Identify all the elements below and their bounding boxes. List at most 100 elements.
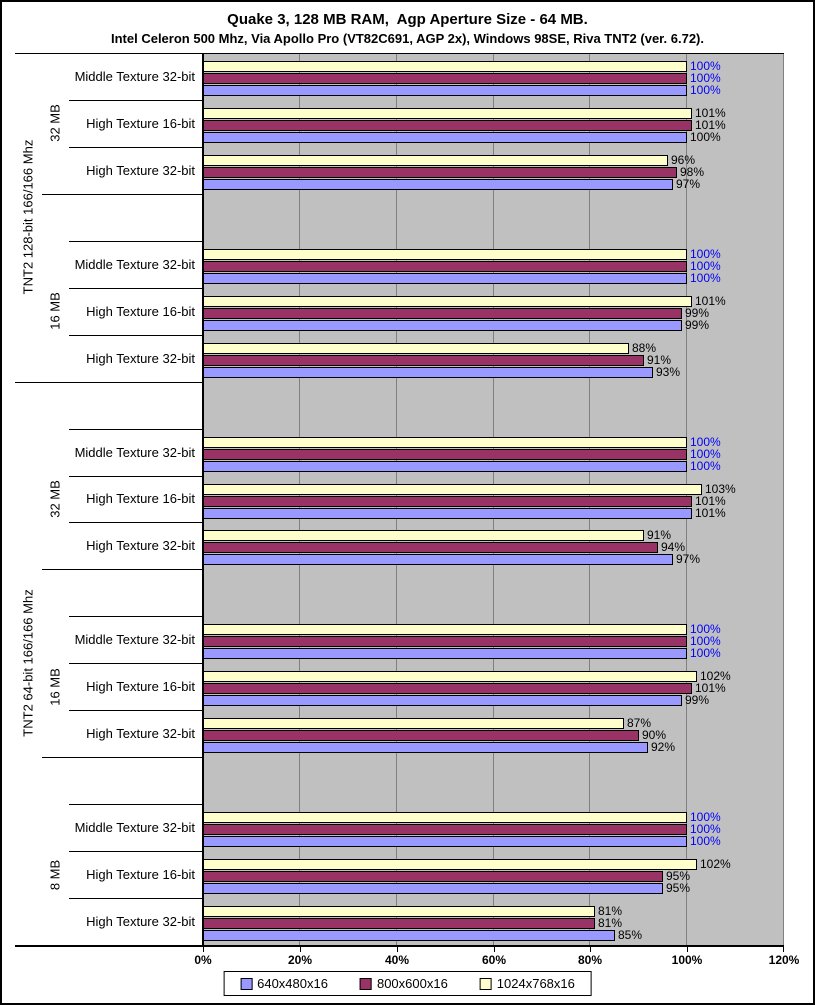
value-label-1024x768x16: 100% xyxy=(690,59,721,73)
gridline-120 xyxy=(783,53,784,945)
bar-800x600x16 xyxy=(203,448,687,460)
value-label-640x480x16: 92% xyxy=(651,740,676,755)
bar-640x480x16 xyxy=(203,554,673,566)
x-tick-label-20: 20% xyxy=(287,953,313,967)
value-label-800x600x16: 100% xyxy=(690,71,721,85)
value-label-800x600x16: 90% xyxy=(642,728,667,743)
axis-separator xyxy=(69,851,203,853)
bar-800x600x16 xyxy=(203,918,595,930)
bar-800x600x16 xyxy=(203,73,687,84)
bar-1024x768x16 xyxy=(203,718,624,730)
x-tick-label-120: 120% xyxy=(768,953,800,967)
category-label: High Texture 32-bit xyxy=(86,162,195,178)
bar-800x600x16 xyxy=(203,871,663,883)
value-label-800x600x16: 100% xyxy=(690,258,721,273)
value-label-800x600x16: 100% xyxy=(690,446,721,461)
value-label-800x600x16: 101% xyxy=(695,681,726,696)
value-label-640x480x16: 99% xyxy=(685,693,710,708)
value-label-640x480x16: 97% xyxy=(676,552,701,567)
axis-separator xyxy=(69,616,203,618)
card-label-text: TNT2 64-bit 166/166 Mhz xyxy=(20,589,36,738)
memory-label-text: 32 MB xyxy=(47,480,63,518)
category-label: High Texture 32-bit xyxy=(86,914,195,930)
value-label-1024x768x16: 91% xyxy=(647,528,672,543)
value-label-800x600x16: 81% xyxy=(598,916,623,931)
axis-separator xyxy=(69,287,203,289)
axis-separator xyxy=(42,569,203,571)
axis-tick-100 xyxy=(687,945,688,952)
axis-separator xyxy=(69,710,203,712)
category-label: High Texture 16-bit xyxy=(86,867,195,883)
bar-640x480x16 xyxy=(203,319,682,331)
value-label-640x480x16: 100% xyxy=(690,834,721,849)
bar-640x480x16 xyxy=(203,366,653,378)
category-label: High Texture 32-bit xyxy=(86,726,195,742)
value-label-1024x768x16: 87% xyxy=(627,716,652,731)
legend-item-640x480x16: 640x480x16 xyxy=(240,976,328,991)
axis-tick-120 xyxy=(783,945,784,952)
bar-1024x768x16 xyxy=(203,154,668,166)
bar-800x600x16 xyxy=(203,119,692,131)
legend: 640x480x16 800x600x16 1024x768x16 xyxy=(223,971,592,996)
x-tick-label-60: 60% xyxy=(481,953,507,967)
value-label-640x480x16: 99% xyxy=(685,317,710,332)
value-label-640x480x16: 95% xyxy=(666,881,691,896)
axis-tick-80 xyxy=(590,945,591,952)
bar-640x480x16 xyxy=(203,131,687,143)
bar-800x600x16 xyxy=(203,307,682,319)
value-label-1024x768x16: 100% xyxy=(690,622,721,637)
bar-800x600x16 xyxy=(203,495,692,507)
legend-label-640x480x16: 640x480x16 xyxy=(257,976,328,991)
value-label-800x600x16: 100% xyxy=(690,634,721,649)
card-label-text: TNT2 128-bit 166/166 Mhz xyxy=(20,139,36,295)
value-label-1024x768x16: 102% xyxy=(700,857,731,872)
value-label-640x480x16: 101% xyxy=(695,505,726,520)
axis-separator xyxy=(42,193,203,195)
axis-separator xyxy=(69,475,203,477)
x-tick-label-40: 40% xyxy=(384,953,410,967)
value-label-800x600x16: 98% xyxy=(680,164,705,179)
value-label-1024x768x16: 96% xyxy=(671,152,696,167)
chart-title: Quake 3, 128 MB RAM, Agp Aperture Size -… xyxy=(227,11,588,28)
bar-1024x768x16 xyxy=(203,295,692,307)
bar-800x600x16 xyxy=(203,824,687,836)
bar-1024x768x16 xyxy=(203,859,697,871)
value-label-640x480x16: 100% xyxy=(690,83,721,97)
axis-tick-40 xyxy=(397,945,398,952)
axis-separator xyxy=(15,381,203,383)
category-label: High Texture 32-bit xyxy=(86,538,195,554)
value-label-640x480x16: 100% xyxy=(690,270,721,285)
memory-label-text: 16 MB xyxy=(47,292,63,330)
bar-1024x768x16 xyxy=(203,483,702,495)
legend-item-800x600x16: 800x600x16 xyxy=(359,976,448,991)
category-label: High Texture 16-bit xyxy=(86,115,195,131)
axis-separator xyxy=(69,240,203,242)
category-label: Middle Texture 32-bit xyxy=(74,820,195,836)
category-label: Middle Texture 32-bit xyxy=(74,68,195,84)
value-label-1024x768x16: 101% xyxy=(695,293,726,308)
value-label-800x600x16: 95% xyxy=(666,869,691,884)
category-label: High Texture 32-bit xyxy=(86,350,195,366)
axis-separator xyxy=(69,334,203,336)
bar-800x600x16 xyxy=(203,260,687,272)
bar-800x600x16 xyxy=(203,683,692,695)
value-label-640x480x16: 97% xyxy=(676,176,701,191)
value-label-640x480x16: 100% xyxy=(690,129,721,144)
value-label-800x600x16: 91% xyxy=(647,352,672,367)
category-label: High Texture 16-bit xyxy=(86,679,195,695)
category-label: Middle Texture 32-bit xyxy=(74,444,195,460)
category-label: High Texture 16-bit xyxy=(86,303,195,319)
bar-640x480x16 xyxy=(203,460,687,472)
bar-640x480x16 xyxy=(203,695,682,707)
value-label-1024x768x16: 100% xyxy=(690,434,721,449)
bar-640x480x16 xyxy=(203,507,692,519)
plot-top-border xyxy=(15,53,784,54)
axis-separator xyxy=(69,804,203,806)
bar-800x600x16 xyxy=(203,354,644,366)
axis-separator xyxy=(69,99,203,101)
bar-640x480x16 xyxy=(203,648,687,660)
bar-800x600x16 xyxy=(203,636,687,648)
axis-tick-20 xyxy=(300,945,301,952)
bar-800x600x16 xyxy=(203,730,639,742)
legend-label-1024x768x16: 1024x768x16 xyxy=(496,976,575,991)
